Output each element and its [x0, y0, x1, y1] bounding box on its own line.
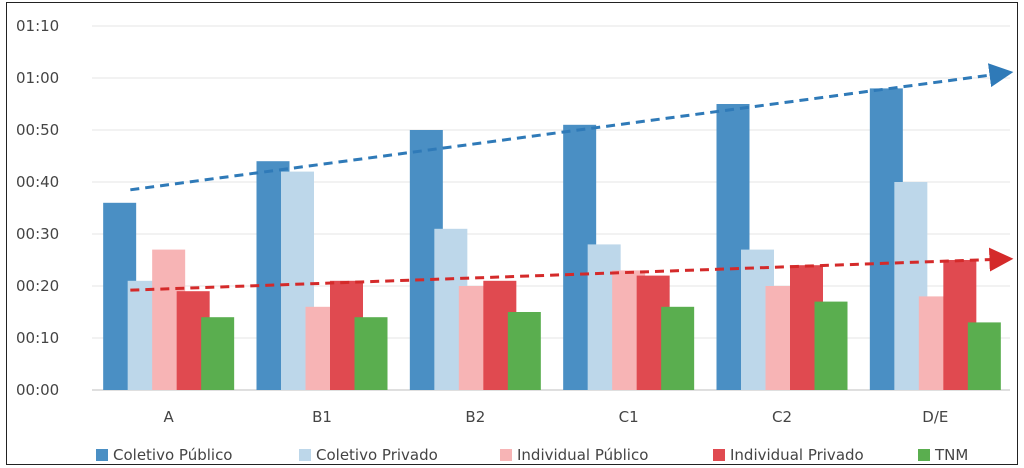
legend-label: Coletivo Público — [113, 446, 233, 464]
bar — [507, 312, 541, 390]
trend-arrow — [130, 247, 1014, 292]
x-axis: A B1 B2 C1 C2 D/E — [164, 408, 949, 426]
trend-arrows — [130, 63, 1014, 292]
legend-label: TNM — [934, 446, 968, 464]
legend-label: Individual Privado — [730, 446, 864, 464]
bar — [201, 317, 235, 390]
x-tick-label: C2 — [772, 408, 792, 426]
x-tick-label: B2 — [465, 408, 485, 426]
y-tick-label: 01:00 — [16, 69, 59, 87]
trend-arrow — [130, 63, 1014, 192]
y-tick-label: 01:10 — [16, 17, 59, 35]
y-tick-label: 00:10 — [16, 329, 59, 347]
y-tick-label: 00:40 — [16, 173, 59, 191]
bar — [354, 317, 388, 390]
y-tick-label: 00:20 — [16, 277, 59, 295]
x-tick-label: C1 — [619, 408, 639, 426]
y-axis: 00:00 00:10 00:20 00:30 00:40 00:50 01:00 01:10 — [16, 17, 59, 399]
bar — [814, 301, 848, 390]
legend-swatch — [96, 449, 108, 461]
y-tick-label: 00:30 — [16, 225, 59, 243]
x-tick-label: A — [164, 408, 175, 426]
x-tick-label: B1 — [312, 408, 332, 426]
legend-swatch — [500, 449, 512, 461]
gridlines — [92, 25, 1010, 391]
bars — [103, 88, 1001, 391]
bar — [967, 322, 1001, 390]
y-tick-label: 00:00 — [16, 381, 59, 399]
legend-swatch — [918, 449, 930, 461]
legend-swatch — [299, 449, 311, 461]
y-tick-label: 00:50 — [16, 121, 59, 139]
legend-swatch — [713, 449, 725, 461]
legend-label: Coletivo Privado — [316, 446, 438, 464]
x-tick-label: D/E — [922, 408, 948, 426]
legend-label: Individual Público — [517, 446, 648, 464]
legend: Coletivo Público Coletivo Privado Individu… — [96, 446, 968, 464]
bar — [661, 306, 695, 390]
